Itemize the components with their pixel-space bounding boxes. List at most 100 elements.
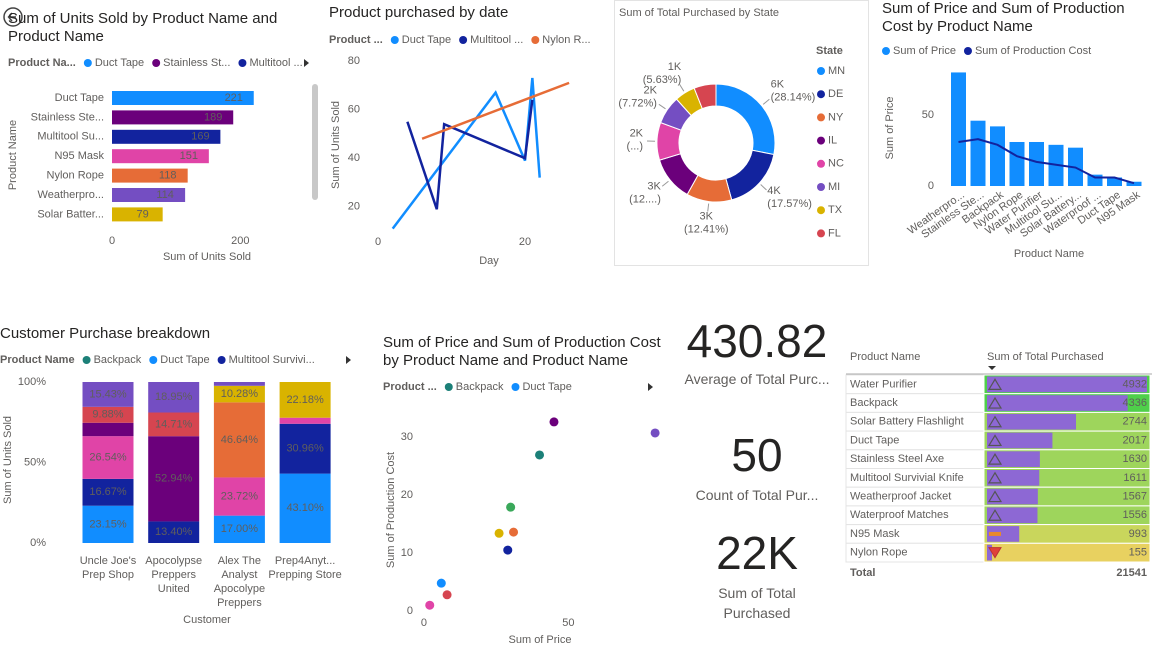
y-tick-label: Duct Tape — [55, 92, 104, 104]
data-label: 4K — [767, 185, 781, 197]
y-tick-label: 0% — [30, 537, 46, 549]
legend-marker — [511, 383, 520, 391]
chart-title: Customer Purchase breakdown — [0, 325, 211, 342]
y-tick-label: 60 — [348, 104, 360, 116]
data-label: 6K — [771, 79, 785, 91]
scatter-point — [650, 428, 660, 438]
x-axis-label: Product Name — [1014, 248, 1084, 260]
legend-label: Multitool Survivi... — [229, 354, 315, 366]
data-label: 23.15% — [89, 518, 127, 530]
data-label: 23.72% — [221, 490, 259, 502]
table-cell: Backpack — [850, 397, 898, 409]
data-label: (5.63%) — [643, 74, 682, 86]
scatter-point — [506, 502, 516, 512]
scatter-point — [549, 417, 559, 427]
bar — [1126, 181, 1142, 186]
y-tick-label: Solar Batter... — [37, 208, 104, 220]
legend-label: NY — [828, 111, 844, 123]
legend-title: Product Na... — [8, 57, 76, 69]
data-label: 1K — [668, 61, 682, 73]
legend-label: NC — [828, 158, 844, 170]
y-tick-label: Weatherpro... — [38, 189, 104, 201]
scatter-point — [509, 527, 519, 537]
data-label: 15.43% — [89, 388, 127, 400]
column-header: Sum of Total Purchased — [987, 351, 1104, 363]
data-label: (28.14%) — [771, 92, 816, 104]
y-tick-label: 30 — [401, 431, 413, 443]
data-label: (17.57%) — [767, 198, 812, 210]
data-bar — [987, 507, 1038, 524]
cell-background — [983, 542, 1151, 563]
data-bar — [987, 544, 993, 561]
bar-segment — [148, 436, 200, 522]
legend-arrow — [304, 59, 309, 67]
table-cell: Multitool Survivial Knife — [850, 472, 964, 484]
legend-label: Nylon R... — [542, 34, 590, 46]
bar — [1087, 174, 1103, 186]
card-value: 430.82 — [686, 315, 828, 367]
chart-title: Sum of Price and Sum of Production Cost … — [882, 0, 1125, 35]
legend-label: MN — [828, 65, 845, 77]
data-label: 17.00% — [221, 523, 259, 535]
table-cell: 2017 — [1123, 434, 1147, 446]
legend-label: IL — [828, 135, 837, 147]
leader-line — [762, 98, 770, 105]
data-label: (12....) — [629, 194, 661, 206]
data-label: 43.10% — [286, 502, 324, 514]
scatter-point — [503, 545, 513, 555]
back-button[interactable] — [3, 7, 23, 27]
legend-marker — [531, 36, 540, 44]
table-cell: 1611 — [1123, 472, 1147, 484]
bar-segment — [148, 382, 200, 413]
kpi-icon — [987, 452, 1003, 465]
legend-title: Product ... — [329, 34, 383, 46]
bar — [951, 72, 966, 186]
x-tick-label: 0 — [421, 617, 427, 629]
bar-segment — [213, 515, 265, 543]
line — [406, 99, 534, 210]
table-cell: 1556 — [1123, 509, 1147, 521]
x-tick-label: Prep4Anyt... Prepping Store — [268, 555, 342, 581]
legend-marker — [217, 356, 226, 364]
scrollbar[interactable] — [312, 84, 318, 200]
x-tick-label: 0 — [375, 236, 381, 248]
legend-label: Duct Tape — [95, 57, 144, 69]
legend-label: Duct Tape — [160, 354, 209, 366]
card-value: 22K — [716, 527, 798, 579]
data-label: 3K — [647, 181, 661, 193]
y-tick-label: 20 — [348, 201, 360, 213]
x-axis-label: Day — [479, 255, 499, 267]
kpi-icon — [987, 378, 1003, 390]
bar — [112, 168, 188, 183]
x-tick-label: Alex The Analyst Apocolype Preppers — [213, 555, 266, 609]
bar-segment — [82, 436, 134, 479]
legend-arrow — [346, 356, 351, 364]
x-tick-label: Uncle Joe's Prep Shop — [79, 555, 137, 581]
legend-label: Multitool ... — [470, 34, 523, 46]
y-tick-label: 0 — [407, 605, 413, 617]
bar — [990, 126, 1005, 186]
table-cell: 4932 — [1123, 378, 1147, 390]
legend-label: Sum of Price — [893, 45, 956, 57]
legend-title: State — [816, 45, 843, 57]
data-label: 18.95% — [155, 391, 193, 403]
data-label: (7.72%) — [618, 97, 657, 109]
table-cell: 155 — [1129, 547, 1147, 559]
table-cell: Water Purifier — [850, 378, 917, 390]
data-label: 3K — [700, 210, 714, 222]
data-label: 14.71% — [155, 418, 193, 430]
scatter-point — [494, 528, 504, 538]
scatter-point — [535, 450, 545, 460]
leader-line — [760, 184, 767, 191]
x-axis-label: Sum of Units Sold — [163, 251, 251, 263]
data-label: 151 — [180, 150, 198, 162]
chart-title: Product purchased by date — [329, 4, 509, 21]
table-cell: 4336 — [1123, 397, 1147, 409]
line — [958, 138, 1135, 185]
data-label: (...) — [627, 141, 644, 153]
bar-segment — [148, 521, 200, 543]
data-label: 10.28% — [221, 388, 259, 400]
card-label: Sum of Total Purchased — [718, 585, 796, 621]
